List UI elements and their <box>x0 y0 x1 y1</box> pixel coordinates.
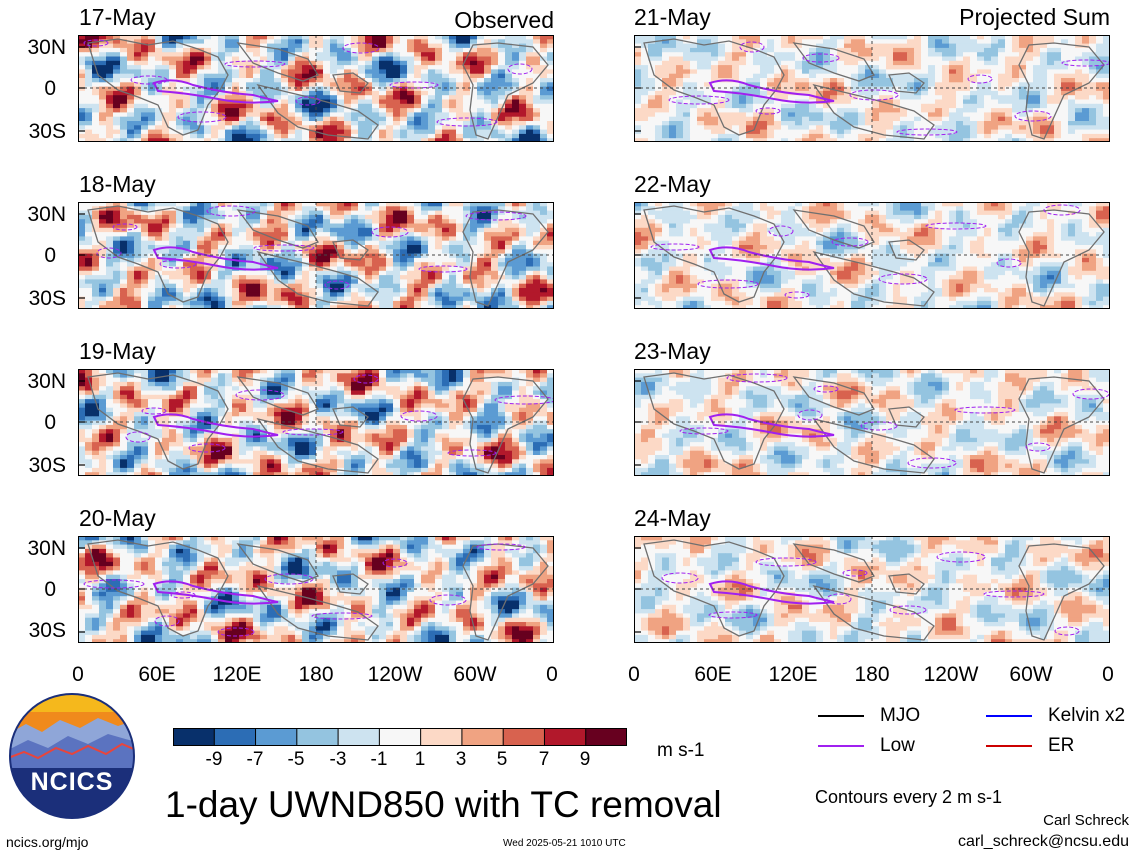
x-tick-label: 60W <box>453 663 497 686</box>
x-tick-label: 180 <box>854 663 890 686</box>
y-tick-label: 30N <box>27 370 66 393</box>
panel-date-label: 20-May <box>79 505 156 531</box>
legend-label: MJO <box>880 705 921 726</box>
legend-item-mjo: MJO <box>818 705 920 727</box>
colorbar-swatch <box>379 728 422 746</box>
colorbar-swatch <box>420 728 463 746</box>
legend-line-mjo <box>818 715 864 717</box>
y-tick-label: 30S <box>28 454 66 477</box>
timestamp: Wed 2025-05-21 1010 UTC <box>503 838 626 849</box>
y-tick-label: 30N <box>27 537 66 560</box>
panel-date-label: 22-May <box>634 171 711 197</box>
x-tick-label: 60E <box>694 663 732 686</box>
y-tick-label: 30N <box>27 36 66 59</box>
logo-text: NCICS <box>31 768 114 796</box>
map-panel-projected <box>634 369 1110 476</box>
panel-date-label: 18-May <box>79 171 156 197</box>
x-tick-label: 0 <box>72 663 84 686</box>
y-tick-label: 30S <box>28 120 66 143</box>
colorbar-tick-label: 3 <box>455 749 467 770</box>
author-name: Carl Schreck <box>1043 812 1129 829</box>
panel-date-label: 19-May <box>79 338 156 364</box>
contour-note: Contours every 2 m s-1 <box>815 787 1003 807</box>
panel-date-label: 23-May <box>634 338 711 364</box>
y-tick-label: 0 <box>44 77 56 100</box>
y-tick-label: 30N <box>27 203 66 226</box>
colorbar-tick-label: -1 <box>370 749 388 770</box>
colorbar-tick-label: -7 <box>246 749 264 770</box>
site-link[interactable]: ncics.org/mjo <box>6 834 89 850</box>
colorbar-swatch <box>255 728 298 746</box>
colorbar-swatch <box>296 728 339 746</box>
legend-label: Kelvin x2 <box>1048 705 1126 726</box>
colorbar-tick-label: -9 <box>205 749 223 770</box>
colorbar-swatch <box>461 728 504 746</box>
colorbar-swatch <box>503 728 545 746</box>
map-panel-projected <box>634 202 1110 309</box>
x-tick-label: 120W <box>367 663 423 686</box>
colorbar-tick-label: 7 <box>538 749 550 770</box>
legend-label: ER <box>1048 735 1075 756</box>
legend-item-low: Low <box>818 735 915 757</box>
map-panel-projected <box>634 536 1110 643</box>
colorbar-swatch <box>544 728 587 746</box>
x-tick-label: 120E <box>212 663 262 686</box>
ncics-logo[interactable]: NCICS <box>8 692 136 820</box>
author-email[interactable]: carl_schreck@ncsu.edu <box>958 833 1129 850</box>
colorbar-tick-label: -5 <box>287 749 305 770</box>
colorbar <box>173 728 627 746</box>
colorbar-tick-label: -3 <box>329 749 347 770</box>
y-tick-label: 30S <box>28 287 66 310</box>
panel-date-label: 24-May <box>634 505 711 531</box>
colorbar-swatch <box>585 728 627 746</box>
y-tick-label: 30S <box>28 619 66 642</box>
x-tick-label: 0 <box>1102 663 1114 686</box>
map-panel-observed <box>78 202 554 309</box>
map-panel-observed <box>78 369 554 476</box>
panel-date-label: 17-May <box>79 4 156 30</box>
colorbar-swatch <box>338 728 380 746</box>
colorbar-swatch <box>214 728 257 746</box>
x-tick-label: 0 <box>546 663 558 686</box>
x-tick-label: 0 <box>628 663 640 686</box>
legend-line-er <box>986 745 1032 747</box>
figure-title: 1-day UWND850 with TC removal <box>165 784 722 825</box>
panel-date-label: 21-May <box>634 4 711 30</box>
x-tick-label: 60E <box>138 663 176 686</box>
x-tick-label: 120W <box>923 663 979 686</box>
colorbar-units: m s-1 <box>657 740 705 761</box>
legend-item-kelvin: Kelvin x2 <box>986 705 1125 727</box>
x-tick-label: 60W <box>1009 663 1053 686</box>
colorbar-tick-label: 5 <box>496 749 508 770</box>
x-tick-label: 180 <box>298 663 334 686</box>
y-tick-label: 0 <box>44 411 56 434</box>
map-panel-observed <box>78 536 554 643</box>
colorbar-tick-label: 1 <box>414 749 426 770</box>
legend-item-er: ER <box>986 735 1074 757</box>
y-tick-label: 0 <box>44 244 56 267</box>
legend-line-kelvin <box>986 715 1032 717</box>
map-panel-observed <box>78 35 554 142</box>
colorbar-swatch <box>173 728 215 746</box>
x-tick-label: 120E <box>768 663 818 686</box>
legend-label: Low <box>880 735 915 756</box>
observed-title: Observed <box>454 7 554 33</box>
y-tick-label: 0 <box>44 578 56 601</box>
colorbar-tick-label: 9 <box>579 749 591 770</box>
legend-line-low <box>818 745 864 747</box>
projected-sum-title: Projected Sum <box>959 4 1110 30</box>
map-panel-projected <box>634 35 1110 142</box>
